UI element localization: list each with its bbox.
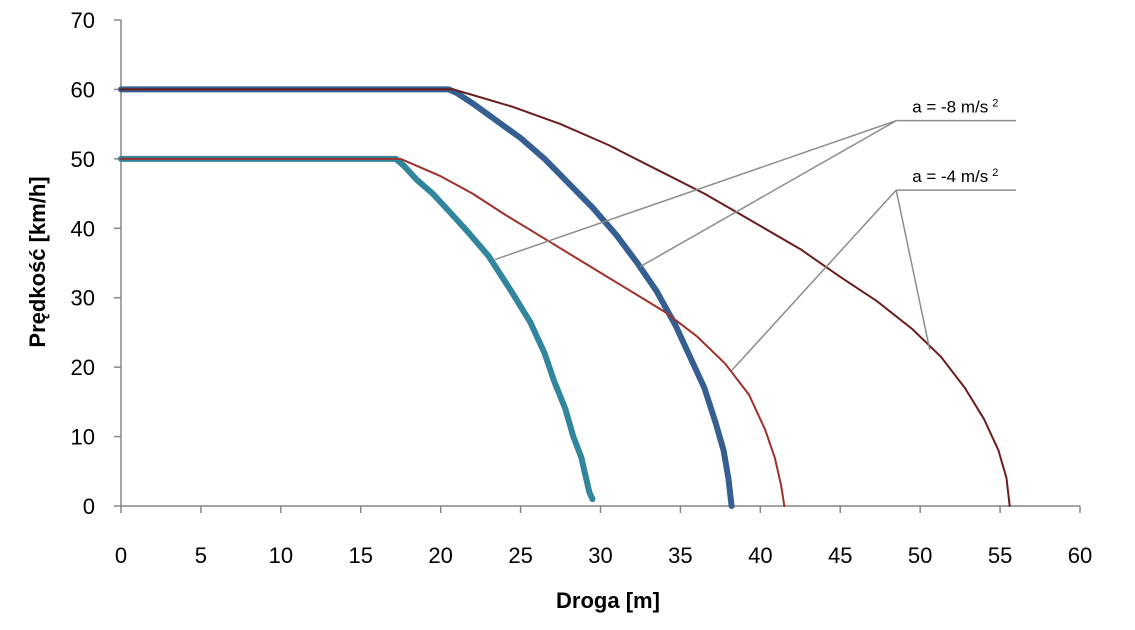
x-tick-label: 55 <box>988 543 1012 568</box>
annotation-label-base: a = -4 m/s <box>912 167 988 186</box>
y-tick-label: 10 <box>71 425 95 450</box>
x-tick-label: 40 <box>748 543 772 568</box>
annotation-label-base: a = -8 m/s <box>912 98 988 117</box>
y-axis-title: Prędkość [km/h] <box>25 176 50 347</box>
y-tick-label: 0 <box>83 494 95 519</box>
series-group <box>118 86 1011 509</box>
x-tick-label: 15 <box>349 543 373 568</box>
series-line-1 <box>118 155 596 503</box>
series-line-2 <box>118 86 735 509</box>
annotation-leader-line <box>640 120 897 268</box>
y-tick-label: 30 <box>71 286 95 311</box>
x-tick-label: 0 <box>115 543 127 568</box>
x-tick-label: 60 <box>1068 543 1092 568</box>
x-tick-label: 20 <box>428 543 452 568</box>
y-tick-label: 60 <box>71 77 95 102</box>
x-tick-label: 25 <box>508 543 532 568</box>
x-tick-label: 5 <box>195 543 207 568</box>
x-tick-label: 45 <box>828 543 852 568</box>
series-line-3 <box>120 157 786 507</box>
x-tick-label: 30 <box>588 543 612 568</box>
annotation-label-superscript: 2 <box>992 167 998 179</box>
annotations: a = -8 m/s 2 a = -4 m/s 2 <box>494 98 1017 372</box>
x-tick-label: 35 <box>668 543 692 568</box>
x-axis-title: Droga [m] <box>556 588 660 613</box>
annotation-label: a = -8 m/s 2 <box>912 98 998 117</box>
annotation-label: a = -4 m/s 2 <box>912 167 998 186</box>
series-line-4 <box>120 88 1011 507</box>
x-tick-label: 50 <box>908 543 932 568</box>
y-tick-label: 20 <box>71 355 95 380</box>
axes: 0 10 20 30 40 50 60 70 0 5 10 15 20 25 30 35 40 45 50 55 60 <box>71 8 1093 568</box>
annotation-leader-line <box>731 189 897 372</box>
annotation-leader-line <box>494 119 897 261</box>
y-tick-label: 40 <box>71 216 95 241</box>
annotation-label-superscript: 2 <box>992 98 998 110</box>
annotation-leader-line <box>895 189 931 350</box>
x-tick-label: 10 <box>269 543 293 568</box>
y-tick-label: 70 <box>71 8 95 33</box>
y-tick-label: 50 <box>71 147 95 172</box>
